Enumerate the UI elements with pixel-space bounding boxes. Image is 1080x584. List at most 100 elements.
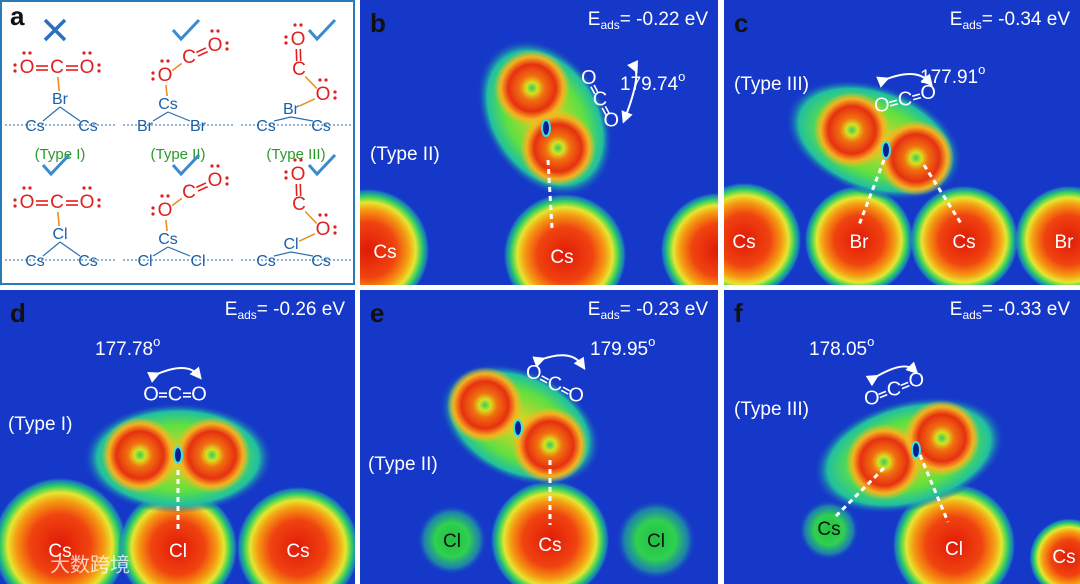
bond — [888, 99, 898, 104]
density-blob — [799, 500, 859, 560]
atom-label: Cl — [137, 253, 152, 270]
bond — [878, 390, 887, 396]
energy-value: = -0.23 eV — [620, 299, 709, 320]
watermark: 大数跨境 — [50, 553, 130, 576]
check-icon — [307, 18, 337, 42]
atom-label: C — [50, 192, 64, 213]
bond — [298, 98, 316, 107]
density-blob — [503, 193, 627, 285]
molecule-atom: C — [887, 378, 901, 400]
molecule-atom: C — [168, 383, 182, 405]
bond — [42, 106, 61, 122]
bond — [304, 75, 318, 90]
atom-label: O — [20, 57, 35, 78]
atom-label: O — [80, 57, 95, 78]
molecule-atom: O — [581, 67, 597, 89]
lone-pair — [88, 186, 92, 190]
density-blob — [118, 488, 238, 584]
panel-label: a — [10, 1, 25, 31]
panel: Cl Cs Cl OCO 179.95o (Type II) e Eads= -0.23 eV — [360, 290, 718, 584]
atom-label: Cs — [373, 242, 396, 263]
bond — [273, 116, 292, 122]
lone-pair — [225, 182, 229, 186]
density-blob — [360, 188, 430, 285]
bond — [197, 50, 209, 57]
molecule-atom: C — [593, 88, 607, 110]
density-blob — [892, 483, 1016, 584]
angle-arrow — [147, 366, 202, 383]
atom-label: Br — [190, 118, 207, 135]
atom-label: Br — [1055, 232, 1075, 253]
atom-label: Cs — [817, 519, 840, 540]
lone-pair — [151, 206, 155, 210]
molecule-atom: O — [526, 362, 542, 384]
check-icon — [171, 18, 201, 42]
lone-pair — [22, 51, 26, 55]
energy-subscript: ads — [600, 308, 619, 322]
lone-pair — [160, 194, 164, 198]
angle-value: 179.95 — [590, 339, 648, 360]
lone-pair — [97, 204, 101, 208]
lone-pair — [210, 164, 214, 168]
density-lobe — [174, 417, 250, 493]
bond — [560, 389, 569, 395]
bond — [912, 96, 922, 101]
atom-label: Cs — [78, 118, 98, 135]
atom-label: C — [182, 47, 196, 68]
atom-label: Cs — [732, 232, 755, 253]
bond — [590, 86, 596, 95]
molecule-atom: O — [568, 385, 584, 407]
bond — [539, 378, 548, 384]
atom-label: O — [291, 29, 306, 50]
panel: Cs Cl Cs O C O 178.05o (Type III) f Eads= -0.33 e… — [724, 290, 1080, 584]
molecule-atom: C — [548, 373, 562, 395]
lone-pair — [82, 51, 86, 55]
lone-pair — [22, 186, 26, 190]
density-blob — [0, 477, 128, 584]
dashed-link — [857, 159, 886, 226]
density-lobe — [512, 407, 588, 483]
angle-arrow — [621, 60, 638, 124]
panel-label: f — [734, 298, 743, 328]
atom-label: Cs — [25, 253, 45, 270]
lone-pair — [299, 158, 303, 162]
energy-symbol: E — [950, 9, 963, 30]
density-lobe — [520, 110, 596, 186]
density-blob — [804, 185, 914, 285]
lone-pair — [333, 225, 337, 229]
lone-pair — [333, 90, 337, 94]
density-lobe — [494, 50, 570, 126]
lone-pair — [97, 198, 101, 202]
bond — [165, 84, 168, 97]
type-label: (Type I) — [35, 146, 86, 163]
lone-pair — [333, 96, 337, 100]
check-icon — [307, 153, 337, 177]
bond — [879, 393, 888, 399]
type-label: (Type III) — [266, 146, 325, 163]
lone-pair — [88, 51, 92, 55]
angle-label: 179.74o — [620, 69, 685, 95]
lone-pair — [225, 176, 229, 180]
density-blob — [490, 480, 610, 584]
energy-symbol: E — [588, 299, 601, 320]
atom-label: Cs — [25, 118, 45, 135]
type-label: (Type III) — [734, 399, 809, 420]
lone-pair — [210, 29, 214, 33]
atom-label: Br — [850, 232, 870, 253]
bond — [593, 84, 599, 93]
atom-label: Cs — [158, 96, 178, 113]
density-center — [911, 441, 921, 459]
atom-label: O — [158, 65, 173, 86]
density-blob — [724, 182, 802, 285]
lone-pair — [318, 78, 322, 82]
lone-pair — [324, 78, 328, 82]
bond — [195, 182, 207, 189]
lone-pair — [166, 59, 170, 63]
energy-symbol: E — [588, 9, 601, 30]
panel-label: b — [370, 8, 386, 38]
atom-label: C — [292, 194, 306, 215]
lone-pair — [333, 231, 337, 235]
